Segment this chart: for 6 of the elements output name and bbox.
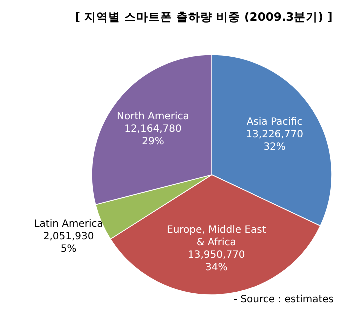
title: [ 지역별 스마트폰 출하량 비중 (2009.3분기) ] <box>75 10 333 24</box>
data-label: Latin America 2,051,930 5% <box>34 218 104 255</box>
data-label: Europe, Middle East & Africa 13,950,770 34% <box>167 225 266 274</box>
data-label: North America 12,164,780 29% <box>117 111 190 148</box>
data-label: Asia Pacific 13,226,770 32% <box>246 117 304 154</box>
annotation: - Source : estimates <box>234 294 334 306</box>
